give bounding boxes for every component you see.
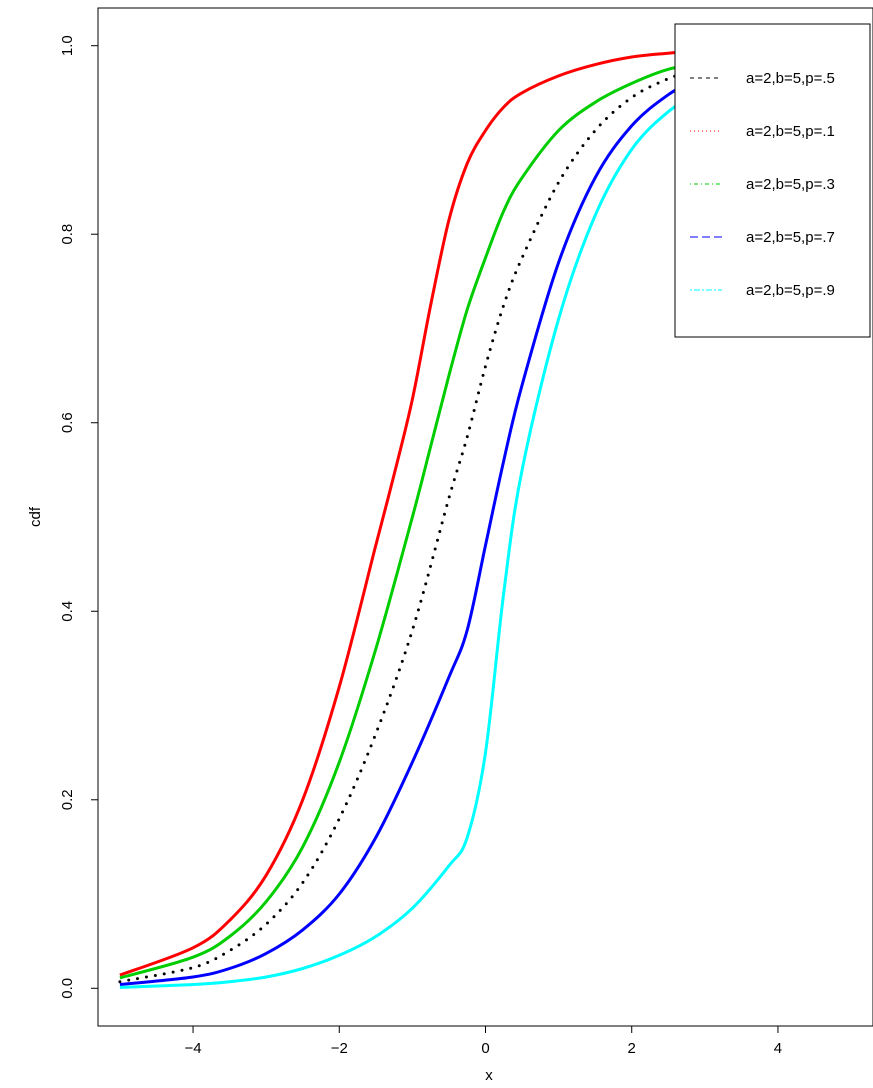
legend-label: a=2,b=5,p=.1 [746,123,835,140]
x-tick-label: 0 [481,1040,489,1057]
y-tick-label: 0.6 [59,412,76,433]
legend-label: a=2,b=5,p=.7 [746,229,835,246]
legend-box [674,23,871,338]
series-line-4 [119,86,706,989]
y-tick-label: 0.0 [59,978,76,999]
y-tick-label: 0.4 [59,601,76,622]
legend-label: a=2,b=5,p=.5 [746,70,835,87]
y-tick-label: 0.8 [59,224,76,245]
series-layer [118,48,707,989]
x-tick-label: −4 [184,1040,201,1057]
x-tick-label: −2 [331,1040,348,1057]
y-tick-label: 0.2 [59,789,76,810]
legend-label: a=2,b=5,p=.3 [746,176,835,193]
y-tick-label: 1.0 [59,35,76,56]
x-tick-label: 2 [628,1040,636,1057]
x-axis-label: x [485,1067,493,1084]
y-axis: 0.0 0.2 0.4 0.6 0.8 1.0 [59,35,99,999]
legend: a=2,b=5,p=.5 a=2,b=5,p=.1 a=2,b=5,p=.3 a=2,… [674,23,871,338]
y-axis-label: cdf [27,506,44,527]
legend-label: a=2,b=5,p=.9 [746,282,835,299]
x-tick-label: 4 [774,1040,782,1057]
series-line-2 [118,64,707,984]
series-line-1 [119,61,706,980]
series-line-0 [119,48,705,977]
x-axis: −4 −2 0 2 4 [184,1025,782,1057]
series-line-3 [119,72,706,986]
